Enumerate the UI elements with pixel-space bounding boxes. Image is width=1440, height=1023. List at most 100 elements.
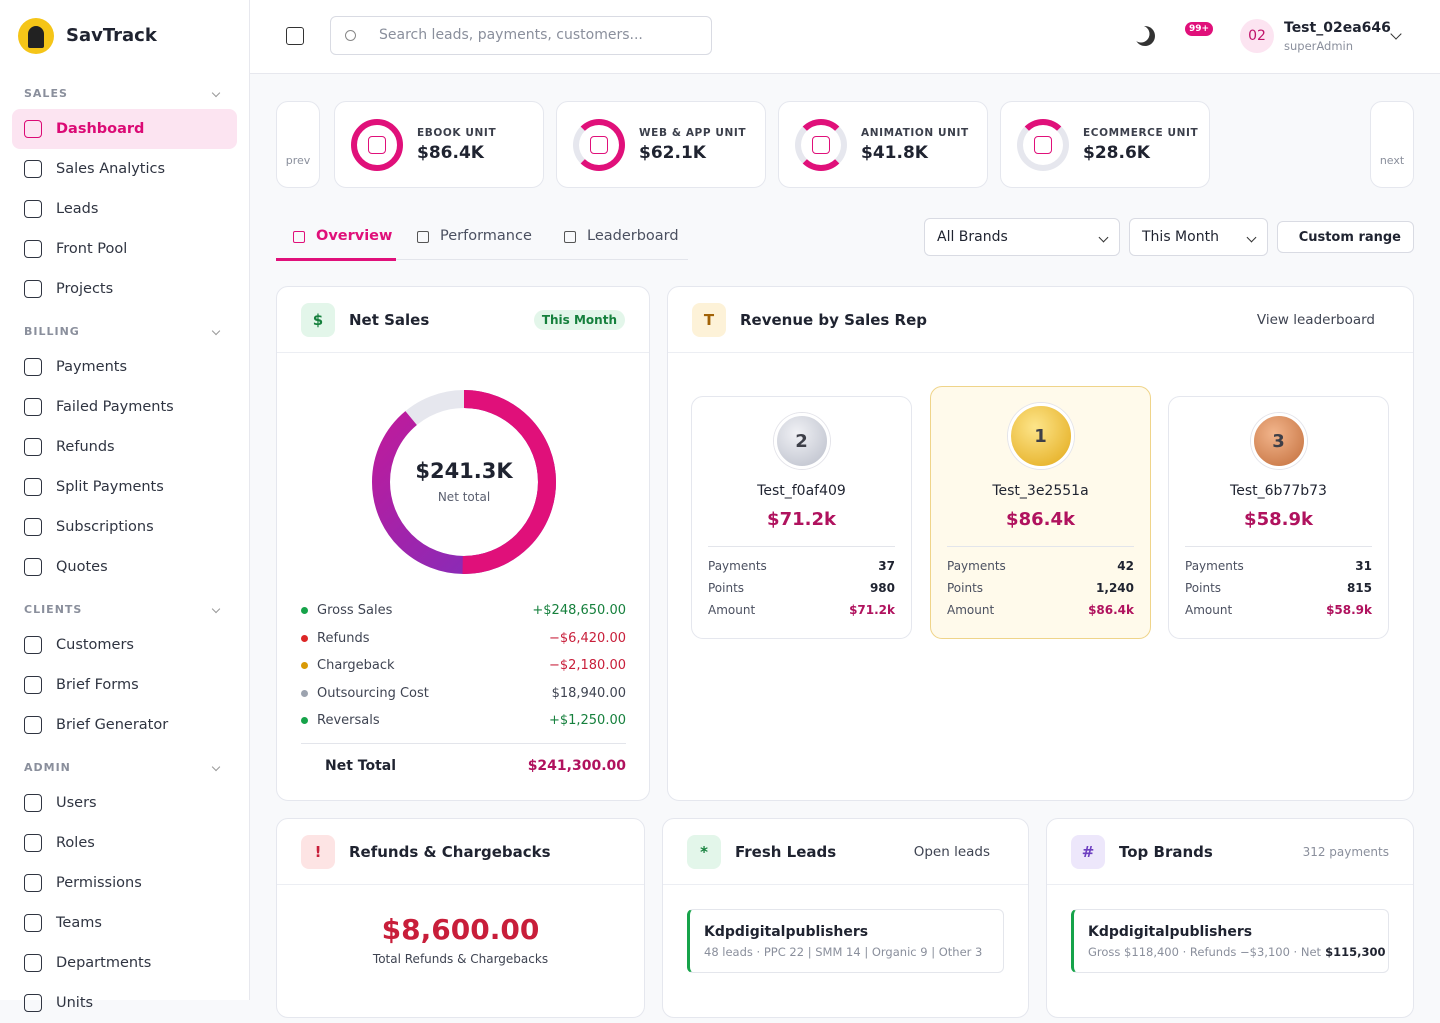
unit-icon: [812, 135, 830, 154]
rep-card: 3 Test_6b77b73 $58.9k Payments 31 Points 815 Am…: [1168, 396, 1389, 639]
nav-label: Roles: [56, 835, 95, 851]
unit-value: $41.8K: [861, 142, 928, 163]
prev-button[interactable]: prev: [276, 101, 320, 188]
top-brands-card: # Top Brands 312 payments Kdpdigitalpublis…: [1046, 818, 1414, 1018]
legend-dot: [301, 717, 308, 725]
nav-item[interactable]: Roles: [12, 823, 237, 863]
net-total-label: Net total: [437, 490, 491, 504]
notification-badge[interactable]: 99+: [1185, 22, 1214, 36]
nav-icon: [24, 280, 42, 298]
nav-item[interactable]: Failed Payments: [12, 387, 237, 427]
row-value: +$248,650.00: [532, 603, 626, 619]
nav-item[interactable]: Subscriptions: [12, 507, 237, 547]
next-button[interactable]: next: [1370, 101, 1414, 188]
lead-detail: 48 leads · PPC 22 | SMM 14 | Organic 9 |…: [704, 945, 983, 959]
nav-item[interactable]: Brief Generator: [12, 705, 237, 745]
legend-dot: [301, 607, 308, 615]
tab[interactable]: Overview: [316, 228, 393, 244]
refunds-label: Total Refunds & Chargebacks: [372, 952, 549, 966]
brand-detail: Gross $118,400 · Refunds −$3,100 · Net: [1088, 945, 1322, 959]
unit-label: WEB & APP UNIT: [639, 126, 747, 139]
nav-item[interactable]: Split Payments: [12, 467, 237, 507]
nav-item[interactable]: Dashboard: [12, 109, 237, 149]
section-header: BILLING: [0, 309, 249, 347]
row-label-wrap: Reversals: [301, 713, 380, 728]
brand-item[interactable]: Kdpdigitalpublishers Gross $118,400 · Ref…: [1071, 909, 1389, 973]
breakdown-row: Reversals +$1,250.00: [301, 707, 626, 735]
sidebar-toggle[interactable]: [286, 27, 304, 45]
leaderboard-link[interactable]: View leaderboard: [1256, 311, 1375, 328]
unit-icon: [590, 135, 608, 154]
nav-label: Units: [56, 995, 94, 1011]
lead-item[interactable]: Kdpdigitalpublishers 48 leads · PPC 22 | …: [687, 909, 1004, 973]
period-filter[interactable]: This Month: [1129, 218, 1268, 256]
nav-item[interactable]: Quotes: [12, 547, 237, 587]
section-header: ADMIN: [0, 745, 249, 783]
nav-icon: [24, 794, 42, 812]
search-icon: [345, 30, 356, 41]
nav-item[interactable]: Projects: [12, 269, 237, 309]
nav-item[interactable]: Sales Analytics: [12, 149, 237, 189]
nav-label: Teams: [56, 915, 102, 931]
nav-item[interactable]: Permissions: [12, 863, 237, 903]
nav-item[interactable]: Customers: [12, 625, 237, 665]
open-leads-link[interactable]: Open leads: [913, 843, 990, 860]
nav-item[interactable]: Refunds: [12, 427, 237, 467]
unit-card[interactable]: WEB & APP UNIT $62.1K: [556, 101, 766, 188]
tab[interactable]: Performance: [440, 228, 532, 244]
brand-filter[interactable]: All Brands: [924, 218, 1120, 256]
nav-item[interactable]: Leads: [12, 189, 237, 229]
tab[interactable]: Leaderboard: [587, 228, 679, 244]
unit-icon: [368, 135, 386, 154]
nav-icon: [24, 478, 42, 496]
brand: SavTrack: [0, 0, 249, 71]
nav-item[interactable]: Brief Forms: [12, 665, 237, 705]
nav-item[interactable]: Users: [12, 783, 237, 823]
nav-item[interactable]: Teams: [12, 903, 237, 943]
nav-item[interactable]: Front Pool: [12, 229, 237, 269]
nav-label: Leads: [56, 201, 99, 217]
nav-item[interactable]: Payments: [12, 347, 237, 387]
nav-label: Brief Generator: [56, 717, 169, 733]
stat-value: 37: [878, 559, 895, 573]
nav-icon: [24, 200, 42, 218]
card-title: Refunds & Chargebacks: [349, 842, 551, 861]
stat-value: 815: [1346, 581, 1372, 595]
unit-text: ANIMATION UNIT $41.8K: [861, 127, 969, 163]
unit-label: EBOOK UNIT: [417, 126, 497, 139]
unit-card[interactable]: EBOOK UNIT $86.4K: [334, 101, 544, 188]
rep-stats: Payments 31 Points 815 Amount $58.9k: [1185, 546, 1372, 621]
card-title: Fresh Leads: [735, 842, 837, 861]
refunds-card: ! Refunds & Chargebacks $8,600.00 Total R…: [276, 818, 645, 1018]
nav-label: Customers: [56, 637, 134, 653]
nav-label: Split Payments: [56, 479, 164, 495]
stat-label: Payments: [708, 559, 767, 573]
topbar: Search leads, payments, customers... 99+…: [250, 0, 1440, 74]
nav-item[interactable]: Units: [12, 983, 237, 1023]
nav-icon: [24, 716, 42, 734]
stat-row: Amount $58.9k: [1185, 599, 1372, 621]
breakdown: Gross Sales +$248,650.00 Refunds −$6,420.00…: [301, 597, 626, 735]
nav-label: Front Pool: [56, 241, 128, 257]
unit-card[interactable]: ANIMATION UNIT $41.8K: [778, 101, 988, 188]
nav-item[interactable]: Departments: [12, 943, 237, 983]
row-value: +$1,250.00: [548, 713, 626, 729]
custom-range[interactable]: Custom range: [1277, 221, 1414, 253]
nav-icon: [24, 438, 42, 456]
unit-text: WEB & APP UNIT $62.1K: [639, 127, 746, 163]
rep-name: Test_f0af409: [757, 483, 846, 499]
user-menu[interactable]: [1390, 28, 1402, 40]
rep-stats: Payments 42 Points 1,240 Amount $86.4k: [947, 546, 1134, 621]
unit-card[interactable]: ECOMMERCE UNIT $28.6K: [1000, 101, 1210, 188]
avatar[interactable]: 02: [1240, 19, 1274, 53]
theme-toggle[interactable]: [1135, 26, 1155, 46]
stat-label: Points: [1185, 581, 1222, 595]
search[interactable]: Search leads, payments, customers...: [330, 16, 712, 55]
stat-label: Points: [947, 581, 984, 595]
rep-revenue: $58.9k: [1244, 509, 1313, 530]
nav-label: Sales Analytics: [56, 161, 166, 177]
legend-dot: [301, 662, 308, 670]
card-header: ! Refunds & Chargebacks: [277, 819, 644, 885]
card-header: # Top Brands 312 payments: [1047, 819, 1413, 885]
row-label: Gross Sales: [317, 603, 393, 619]
